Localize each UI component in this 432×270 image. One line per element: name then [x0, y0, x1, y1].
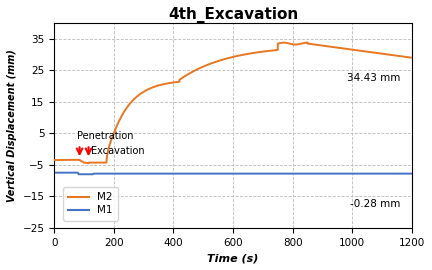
- M2: [304, 41, 309, 44]
- Text: 34.43 mm: 34.43 mm: [346, 73, 400, 83]
- M2: [82, 161, 87, 164]
- M1: [222, 172, 227, 175]
- M1: [76, 173, 81, 176]
- M1: [265, 172, 270, 175]
- M2: [86, 161, 92, 164]
- M2: [58, 158, 64, 162]
- M2: [52, 158, 57, 162]
- M2: [102, 161, 108, 164]
- Line: M1: M1: [54, 173, 412, 174]
- M2: [410, 56, 415, 59]
- M2: [121, 112, 126, 115]
- M2: [298, 42, 303, 45]
- Line: M2: M2: [54, 43, 412, 163]
- Y-axis label: Vertical Displacement (mm): Vertical Displacement (mm): [7, 49, 17, 202]
- Title: 4th_Excavation: 4th_Excavation: [168, 7, 298, 23]
- M1: [410, 172, 415, 175]
- X-axis label: Time (s): Time (s): [207, 253, 259, 263]
- M1: [224, 172, 229, 175]
- M1: [401, 172, 407, 175]
- M1: [52, 171, 57, 174]
- Text: Penetration: Penetration: [76, 131, 133, 141]
- Legend: M2, M1: M2, M1: [63, 187, 118, 221]
- Text: -0.28 mm: -0.28 mm: [349, 199, 400, 209]
- M1: [246, 172, 251, 175]
- M1: [346, 172, 351, 175]
- Text: Excavation: Excavation: [91, 146, 145, 156]
- M2: [86, 162, 91, 165]
